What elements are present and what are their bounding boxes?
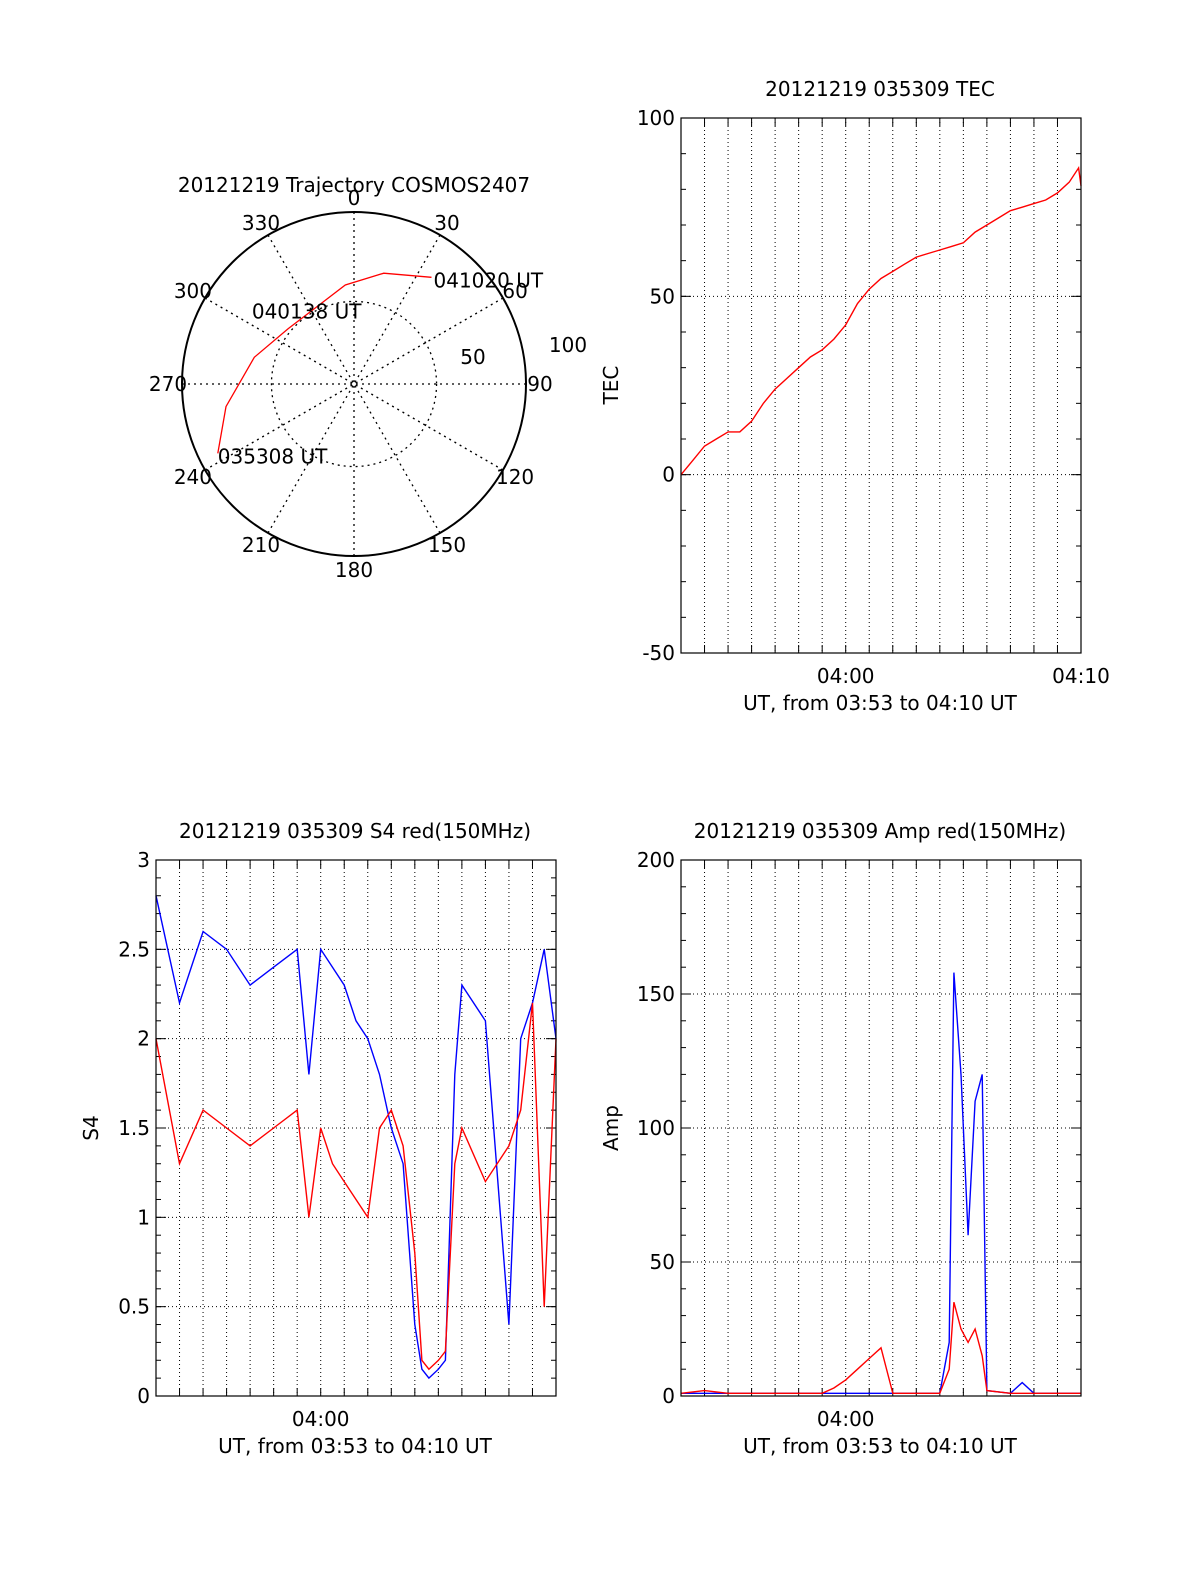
series-line-blue: [681, 972, 1081, 1395]
amp-xlabel: UT, from 03:53 to 04:10 UT: [743, 1434, 1018, 1458]
series-line-red: [155, 1002, 557, 1371]
x-tick-label: 04:00: [292, 1407, 350, 1431]
y-tick-label: 0: [137, 1384, 150, 1408]
y-tick-label: -50: [642, 641, 675, 665]
polar-radial-label: 100: [549, 333, 587, 357]
y-tick-label: 150: [637, 982, 675, 1006]
polar-azimuth-label: 0: [348, 186, 361, 210]
y-tick-label: 50: [650, 284, 675, 308]
y-tick-label: 1: [137, 1205, 150, 1229]
polar-grid: [181, 211, 527, 557]
polar-azimuth-label: 240: [174, 465, 212, 489]
polar-azimuth-label: 330: [242, 211, 280, 235]
y-tick-label: 100: [637, 1116, 675, 1140]
s4-xlabel: UT, from 03:53 to 04:10 UT: [218, 1434, 493, 1458]
tec-ylabel: TEC: [599, 366, 623, 406]
amp-chart: 20121219 035309 Amp red(150MHz) 200 150 10…: [599, 819, 1082, 1458]
series-line-red: [680, 1302, 1081, 1394]
polar-inner-ring: [270, 300, 438, 468]
polar-azimuth-label: 210: [242, 533, 280, 557]
amp-plot-area: 200 150 100 50 0 04:00: [637, 848, 1082, 1431]
polar-azimuth-label: 180: [335, 558, 373, 582]
polar-title: 20121219 Trajectory COSMOS2407: [178, 173, 530, 197]
y-tick-label: 3: [137, 848, 150, 872]
s4-title: 20121219 035309 S4 red(150MHz): [179, 819, 531, 843]
trajectory-point-label: 040138 UT: [252, 300, 362, 324]
y-tick-label: 2.5: [118, 937, 150, 961]
polar-azimuth-label: 60: [502, 279, 527, 303]
x-tick-label: 04:10: [1052, 664, 1110, 688]
series-line-red: [680, 165, 1082, 476]
trajectory-point-label: 035308 UT: [218, 444, 328, 468]
s4-chart: 20121219 035309 S4 red(150MHz) 3 2.5 2 1.5 1…: [79, 819, 557, 1458]
polar-azimuth-label: 150: [428, 533, 466, 557]
polar-radial-label: 50: [460, 345, 485, 369]
tec-plot-area: 100 50 0 -50 04:00 04:10: [637, 106, 1110, 688]
s4-plot-area: 3 2.5 2 1.5 1 0.5 0 04:00: [118, 848, 557, 1431]
polar-azimuth-label: 30: [434, 211, 459, 235]
polar-azimuth-label: 90: [527, 372, 552, 396]
y-tick-label: 50: [650, 1250, 675, 1274]
trajectory-polar-plot: 20121219 Trajectory COSMOS2407 0 30 60 90 12…: [149, 173, 587, 582]
x-tick-label: 04:00: [817, 664, 875, 688]
y-tick-label: 0: [662, 463, 675, 487]
y-tick-label: 1.5: [118, 1116, 150, 1140]
amp-ylabel: Amp: [599, 1105, 623, 1151]
s4-ylabel: S4: [79, 1115, 103, 1140]
plot-frame: [680, 117, 1082, 654]
trajectory-point-label: 041020 UT: [434, 268, 544, 292]
polar-azimuth-label: 270: [149, 372, 187, 396]
x-tick-label: 04:00: [817, 1407, 875, 1431]
y-tick-label: 100: [637, 106, 675, 130]
polar-azimuth-label: 120: [496, 465, 534, 489]
plot-frame: [155, 859, 557, 1397]
amp-title: 20121219 035309 Amp red(150MHz): [694, 819, 1066, 843]
polar-azimuth-label: 300: [174, 279, 212, 303]
tec-title: 20121219 035309 TEC: [765, 77, 995, 101]
y-tick-label: 0: [662, 1384, 675, 1408]
plot-frame: [680, 859, 1082, 1397]
polar-track: 035308 UT 040138 UT 041020 UT: [217, 268, 544, 468]
y-tick-label: 0.5: [118, 1295, 150, 1319]
series-line-blue: [155, 895, 557, 1380]
polar-azimuth-labels: 0 30 60 90 120 150 180 210 240 270 300 330 50 100: [149, 186, 587, 582]
y-tick-label: 2: [137, 1027, 150, 1051]
trajectory-line: [217, 272, 432, 454]
y-tick-label: 200: [637, 848, 675, 872]
tec-xlabel: UT, from 03:53 to 04:10 UT: [743, 691, 1018, 715]
